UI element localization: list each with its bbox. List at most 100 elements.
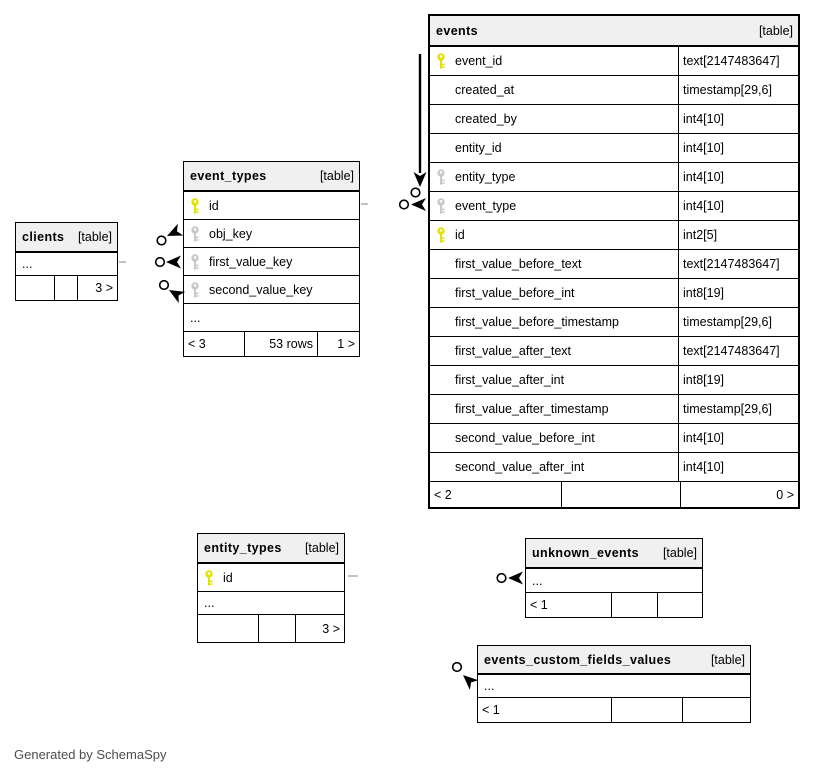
secondary-key-icon (190, 253, 209, 270)
column-row-event-type: event_type int4[10] (430, 192, 798, 221)
footer-right: 0 > (776, 487, 794, 502)
footer-left (198, 615, 258, 642)
table-tag: [table] (304, 541, 339, 555)
column-name: first_value_before_text (455, 257, 582, 271)
ellipsis-label: ... (204, 596, 215, 610)
column-name: id (223, 570, 233, 585)
footer-left: < 1 (530, 598, 548, 612)
column-name: first_value_before_int (455, 286, 575, 300)
footer-left: < 2 (434, 487, 452, 502)
column-row-event-id: event_id text[2147483647] (430, 47, 798, 76)
table-event-types-footer: < 3 53 rows 1 > (184, 332, 359, 356)
footer-right: 3 > (95, 281, 113, 295)
connector-event-types-second-value-key (158, 279, 186, 304)
column-type: timestamp[29,6] (678, 395, 798, 423)
primary-key-icon (436, 53, 455, 69)
table-title: event_types (190, 169, 267, 183)
footer-right: 3 > (322, 621, 340, 636)
column-row-second-value-before-int: second_value_before_int int4[10] (430, 424, 798, 453)
table-events-footer: < 2 0 > (430, 482, 798, 507)
ellipsis-label: ... (190, 310, 201, 325)
collapsed-columns-row: ... (16, 253, 117, 276)
footer-left (16, 276, 54, 300)
column-name: obj_key (209, 226, 253, 241)
column-name: event_type (455, 199, 517, 213)
column-row-created-by: created_by int4[10] (430, 105, 798, 134)
collapsed-columns-row: ... (526, 569, 702, 593)
column-type: int8[19] (678, 279, 798, 307)
column-row-id: id (198, 564, 344, 592)
connector-event-types-first-value-key (154, 255, 181, 269)
table-tag: [table] (77, 230, 112, 244)
column-name: event_id (455, 54, 503, 68)
column-row-first-value-before-int: first_value_before_int int8[19] (430, 279, 798, 308)
column-type: text[2147483647] (678, 337, 798, 365)
column-row-obj-key: obj_key (184, 220, 359, 248)
column-name: first_value_before_timestamp (455, 315, 619, 329)
table-title: entity_types (204, 541, 282, 555)
column-type: int4[10] (678, 163, 798, 191)
connector-events-custom-fields-values (451, 661, 479, 690)
connector-events-event-type (398, 198, 426, 211)
table-title: clients (22, 230, 65, 244)
primary-key-icon (190, 197, 209, 214)
secondary-key-icon (190, 281, 209, 298)
column-name: id (209, 198, 219, 213)
table-entity-types[interactable]: entity_types [table] id ... 3 > (197, 533, 345, 643)
column-name: entity_type (455, 170, 516, 184)
column-name: first_value_after_int (455, 373, 565, 387)
generated-by-label: Generated by SchemaSpy (14, 747, 167, 762)
column-name: second_value_after_int (455, 460, 585, 474)
table-unknown-events-header: unknown_events [table] (526, 539, 702, 569)
table-unknown-events[interactable]: unknown_events [table] ... < 1 (525, 538, 703, 618)
table-events[interactable]: events [table] event_id text[2147483647]… (428, 14, 800, 509)
column-row-id: id (184, 192, 359, 220)
connector-events-entity-type (410, 54, 427, 198)
table-clients-header: clients [table] (16, 223, 117, 253)
column-name: first_value_key (209, 254, 293, 269)
column-type: timestamp[29,6] (678, 308, 798, 336)
footer-row-count: 53 rows (244, 332, 318, 356)
column-name: created_by (455, 112, 517, 126)
column-type: int4[10] (678, 134, 798, 162)
footer-center (258, 615, 296, 642)
secondary-key-icon (190, 225, 209, 242)
table-tag: [table] (319, 169, 354, 183)
table-events-custom-fields-values[interactable]: events_custom_fields_values [table] ... … (477, 645, 751, 723)
column-row-created-at: created_at timestamp[29,6] (430, 76, 798, 105)
column-type: int8[19] (678, 366, 798, 394)
table-title: events (436, 23, 479, 38)
table-clients[interactable]: clients [table] ... 3 > (15, 222, 118, 301)
ellipsis-label: ... (484, 679, 495, 693)
column-type: text[2147483647] (678, 250, 798, 278)
table-events-custom-fields-values-footer: < 1 (478, 698, 750, 722)
footer-right (658, 593, 702, 617)
footer-left: < 1 (482, 703, 500, 717)
column-row-first-value-after-timestamp: first_value_after_timestamp timestamp[29… (430, 395, 798, 424)
column-type: int4[10] (678, 192, 798, 220)
footer-center (611, 593, 658, 617)
column-row-first-value-before-text: first_value_before_text text[2147483647] (430, 250, 798, 279)
collapsed-columns-row: ... (478, 675, 750, 698)
table-event-types-header: event_types [table] (184, 162, 359, 192)
table-title: unknown_events (532, 546, 640, 560)
column-row-first-value-key: first_value_key (184, 248, 359, 276)
table-events-header: events [table] (430, 16, 798, 47)
column-name: entity_id (455, 141, 502, 155)
secondary-key-icon (436, 169, 455, 185)
column-row-first-value-after-int: first_value_after_int int8[19] (430, 366, 798, 395)
column-row-second-value-key: second_value_key (184, 276, 359, 304)
table-events-custom-fields-values-header: events_custom_fields_values [table] (478, 646, 750, 675)
footer-left: < 3 (188, 337, 206, 351)
column-row-first-value-after-text: first_value_after_text text[2147483647] (430, 337, 798, 366)
primary-key-icon (436, 227, 455, 243)
column-type: text[2147483647] (678, 47, 798, 75)
column-name: first_value_after_text (455, 344, 572, 358)
table-unknown-events-footer: < 1 (526, 593, 702, 617)
collapsed-columns-row: ... (198, 592, 344, 615)
column-name: second_value_key (209, 282, 313, 297)
table-event-types[interactable]: event_types [table] id obj_key first_val… (183, 161, 360, 357)
table-clients-footer: 3 > (16, 276, 117, 300)
footer-right (683, 698, 750, 722)
